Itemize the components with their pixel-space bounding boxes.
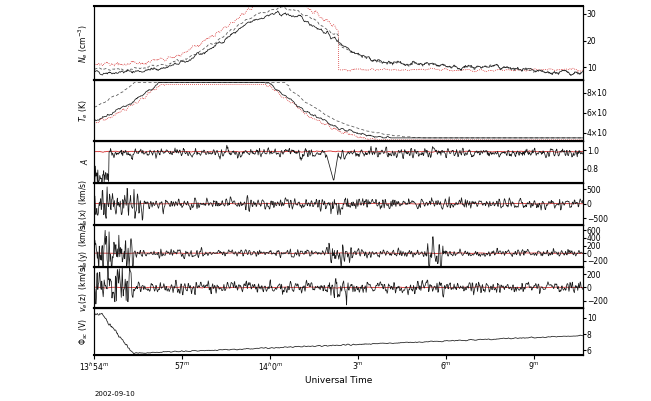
Y-axis label: $\Phi_{sc}$ (V): $\Phi_{sc}$ (V) xyxy=(77,318,90,345)
Y-axis label: $v_e$(x)  (km/s): $v_e$(x) (km/s) xyxy=(77,179,90,228)
Y-axis label: $v_e$(z)  (km/s): $v_e$(z) (km/s) xyxy=(77,263,90,312)
Y-axis label: $T_e$ (K): $T_e$ (K) xyxy=(77,99,90,122)
Text: 2002-09-10: 2002-09-10 xyxy=(94,391,135,397)
Y-axis label: $v_e$(y)  (km/s): $v_e$(y) (km/s) xyxy=(77,221,90,270)
Y-axis label: $A$: $A$ xyxy=(79,158,90,165)
X-axis label: Universal Time: Universal Time xyxy=(305,376,372,385)
Y-axis label: $N_e$ (cm$^{-3}$): $N_e$ (cm$^{-3}$) xyxy=(76,24,90,63)
